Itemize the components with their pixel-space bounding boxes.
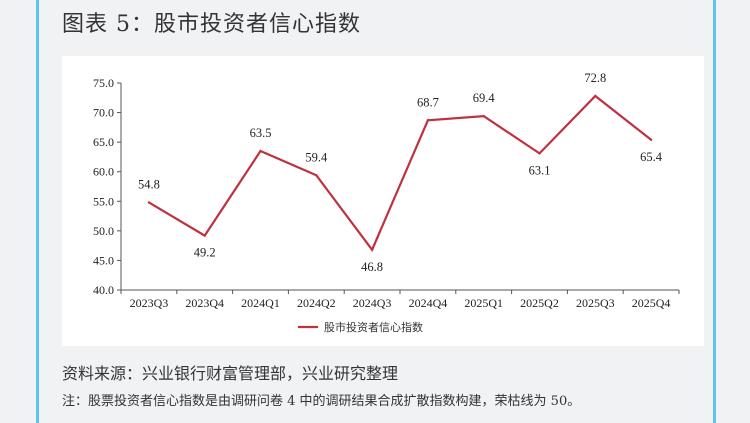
note-text: 注：股票投资者信心指数是由调研问卷 4 中的调研结果合成扩散指数构建，荣枯线为 … — [62, 394, 581, 409]
y-tick-label: 55.0 — [93, 194, 114, 208]
source-text: 资料来源：兴业银行财富管理部，兴业研究整理 — [62, 364, 399, 383]
series-line — [148, 94, 652, 252]
data-point — [259, 149, 262, 153]
data-point — [594, 94, 597, 98]
y-tick-label: 45.0 — [93, 253, 114, 267]
x-tick-label: 2023Q4 — [185, 296, 224, 310]
x-tick-label: 2025Q1 — [464, 296, 503, 310]
y-tick-label: 70.0 — [93, 106, 114, 120]
x-tick-label: 2024Q3 — [353, 296, 392, 310]
data-label: 68.7 — [417, 95, 439, 109]
x-tick-label: 2025Q3 — [576, 296, 615, 310]
data-point — [538, 152, 541, 155]
data-label: 59.4 — [305, 150, 328, 164]
y-tick-label: 75.0 — [93, 76, 114, 90]
data-point — [147, 201, 151, 204]
data-label: 69.4 — [473, 91, 496, 105]
line-chart: 40.0 45.0 50.0 55.0 60.0 65.0 70.0 75.0 2023Q3 20… — [93, 71, 680, 334]
data-label: 72.8 — [584, 71, 606, 85]
legend-label: 股市投资者信心指数 — [324, 320, 423, 334]
data-point — [203, 234, 206, 237]
data-point — [426, 119, 430, 122]
data-label: 54.8 — [138, 177, 160, 191]
data-point — [482, 114, 485, 118]
data-point — [649, 138, 653, 141]
right-border-line — [713, 0, 716, 423]
data-label: 63.1 — [529, 163, 551, 177]
y-tick-label: 50.0 — [93, 224, 114, 238]
chart-title: 图表 5：股市投资者信心指数 — [62, 12, 361, 37]
data-label: 63.5 — [250, 126, 272, 140]
data-point — [315, 174, 318, 177]
left-border-line — [36, 0, 39, 423]
x-tick-label: 2024Q4 — [409, 296, 448, 310]
x-tick-label: 2024Q2 — [297, 296, 336, 310]
data-point — [370, 248, 374, 251]
y-tick-label: 40.0 — [93, 283, 114, 297]
x-tick-label: 2023Q3 — [130, 296, 169, 310]
chart-area: 40.0 45.0 50.0 55.0 60.0 65.0 70.0 75.0 2023Q3 20… — [62, 56, 704, 346]
data-label: 49.2 — [194, 246, 216, 260]
y-tick-label: 60.0 — [93, 165, 114, 179]
data-label: 46.8 — [361, 260, 383, 274]
x-tick-label: 2025Q2 — [520, 296, 559, 310]
data-label: 65.4 — [640, 150, 663, 164]
x-tick-label: 2024Q1 — [241, 296, 280, 310]
y-tick-label: 65.0 — [93, 135, 114, 149]
x-tick-label: 2025Q4 — [632, 296, 671, 310]
